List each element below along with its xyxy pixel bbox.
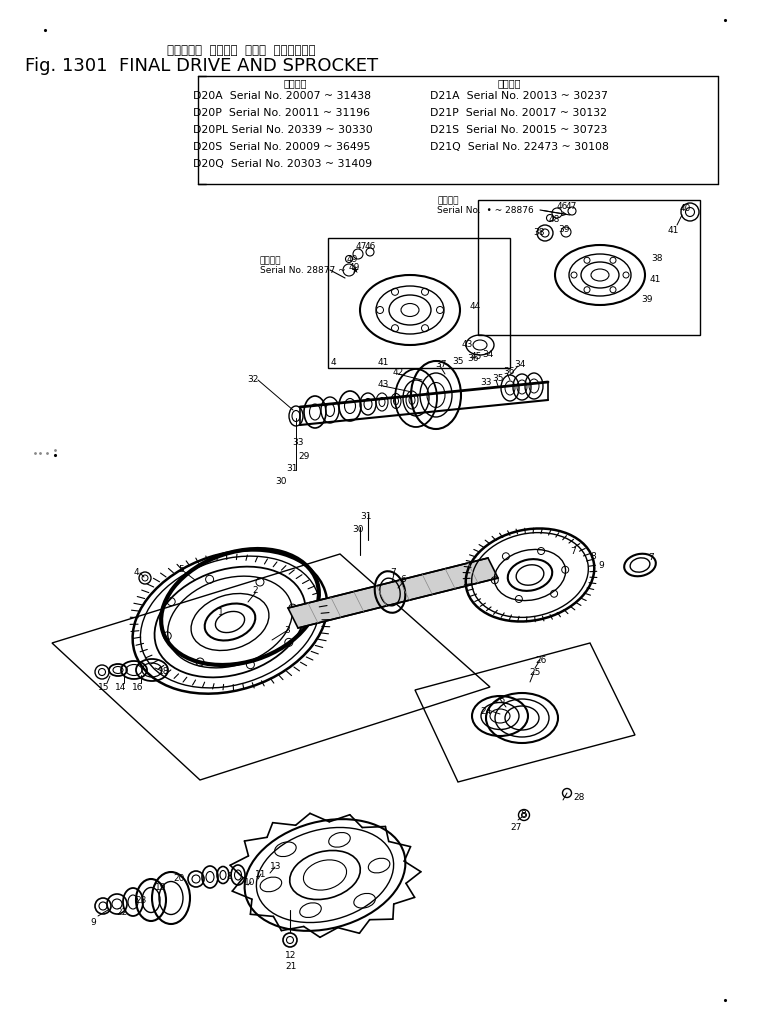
Text: 33: 33 [480,378,491,387]
Text: 11: 11 [255,870,266,879]
Text: 30: 30 [352,525,363,534]
Text: 8: 8 [226,872,232,881]
Text: 41: 41 [378,358,389,367]
Text: D21P  Serial No. 20017 ~ 30132: D21P Serial No. 20017 ~ 30132 [430,108,607,118]
Text: Serial No.  • ~ 28876: Serial No. • ~ 28876 [437,206,534,215]
Text: 適用号機: 適用号機 [260,256,282,265]
Text: 15: 15 [98,683,110,692]
Text: D21A  Serial No. 20013 ~ 30237: D21A Serial No. 20013 ~ 30237 [430,91,608,102]
Text: 20: 20 [173,874,185,883]
Text: 31: 31 [360,512,372,521]
Text: 18: 18 [158,667,170,676]
Text: 46: 46 [365,242,376,251]
Text: 適用号機: 適用号機 [498,78,522,88]
Text: 7: 7 [648,553,654,562]
Text: 35: 35 [452,357,463,366]
Text: 38: 38 [533,228,544,236]
Text: 36: 36 [503,367,515,376]
Text: 9: 9 [90,918,95,927]
Text: 39: 39 [641,295,653,304]
Text: Serial No. 28877 ~  ★: Serial No. 28877 ~ ★ [260,266,360,275]
Text: Fig. 1301  FINAL DRIVE AND SPROCKET: Fig. 1301 FINAL DRIVE AND SPROCKET [25,57,378,75]
Text: D21Q  Serial No. 22473 ~ 30108: D21Q Serial No. 22473 ~ 30108 [430,142,609,152]
Text: 39: 39 [558,225,569,234]
Text: 43: 43 [378,380,389,389]
Text: ファイナル  ドライブ  および  スプロケット: ファイナル ドライブ および スプロケット [167,44,316,57]
Text: 32: 32 [247,375,258,384]
Text: 28: 28 [573,793,584,802]
Text: 13: 13 [270,862,282,871]
Text: 46: 46 [557,202,569,211]
Text: 31: 31 [286,464,298,473]
Text: 6: 6 [400,576,406,584]
Text: 45: 45 [471,352,482,361]
Text: 19: 19 [155,883,167,892]
Text: 41: 41 [668,226,679,235]
Text: 26: 26 [535,656,547,665]
Text: 23: 23 [135,896,146,905]
Text: 9: 9 [598,561,604,570]
Text: 8: 8 [590,552,596,561]
Text: 47: 47 [356,242,367,251]
Text: 47: 47 [566,202,578,211]
Text: 30: 30 [275,477,286,486]
Text: 41: 41 [650,275,662,284]
Text: 49: 49 [349,263,360,272]
Text: 1: 1 [218,608,224,617]
Text: 21: 21 [285,962,297,971]
Text: 49: 49 [347,255,358,264]
Text: 37: 37 [435,360,447,369]
Text: 38: 38 [651,254,662,263]
Text: D20PL Serial No. 20339 ~ 30330: D20PL Serial No. 20339 ~ 30330 [193,125,372,135]
Text: D20S  Serial No. 20009 ~ 36495: D20S Serial No. 20009 ~ 36495 [193,142,370,152]
Text: 4: 4 [331,358,337,367]
Polygon shape [288,558,498,628]
Text: 34: 34 [514,360,525,369]
Text: 25: 25 [494,696,506,705]
Text: 14: 14 [115,683,126,692]
Text: 4: 4 [134,568,139,577]
Text: 27: 27 [510,823,522,832]
Text: 適用号機: 適用号機 [284,78,307,88]
Text: 44: 44 [470,302,481,311]
Text: 33: 33 [292,438,304,447]
Text: 5: 5 [178,565,184,574]
Text: 34: 34 [482,350,494,359]
Text: 48: 48 [549,215,560,224]
Text: 22: 22 [116,908,127,917]
Text: 24: 24 [480,707,491,716]
Text: 36: 36 [467,354,478,363]
Text: D20A  Serial No. 20007 ~ 31438: D20A Serial No. 20007 ~ 31438 [193,91,371,102]
Text: D21S  Serial No. 20015 ~ 30723: D21S Serial No. 20015 ~ 30723 [430,125,607,135]
Text: 29: 29 [298,452,310,461]
Text: D20Q  Serial No. 20303 ~ 31409: D20Q Serial No. 20303 ~ 31409 [193,159,372,170]
Text: 35: 35 [492,374,503,383]
Text: D20P  Serial No. 20011 ~ 31196: D20P Serial No. 20011 ~ 31196 [193,108,370,118]
Text: 10: 10 [244,878,256,887]
Text: 2: 2 [252,586,257,595]
Text: 7: 7 [570,547,576,556]
Text: 42: 42 [393,368,404,377]
Text: 25: 25 [529,668,540,677]
Text: 12: 12 [285,951,297,960]
Text: 16: 16 [132,683,144,692]
Text: 3: 3 [284,626,290,635]
Text: 43: 43 [462,340,473,349]
Text: 適用号機: 適用号機 [437,196,459,205]
Text: 7: 7 [390,568,396,577]
Text: 40: 40 [680,204,691,213]
Text: 8: 8 [520,810,526,819]
